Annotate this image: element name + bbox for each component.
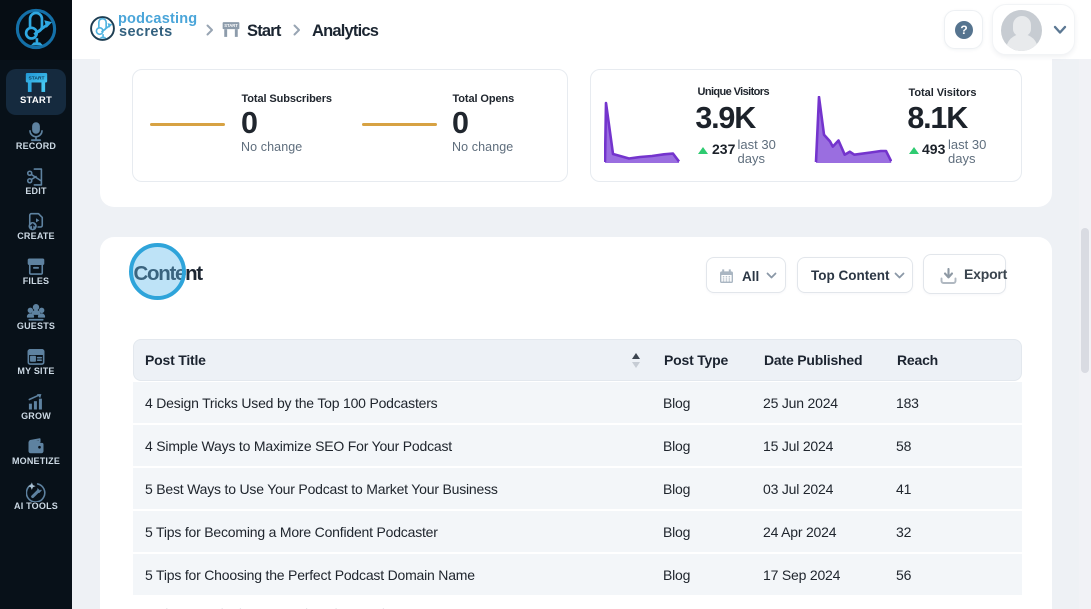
svg-text:START: START [224,23,238,28]
svg-text:START: START [29,76,45,82]
